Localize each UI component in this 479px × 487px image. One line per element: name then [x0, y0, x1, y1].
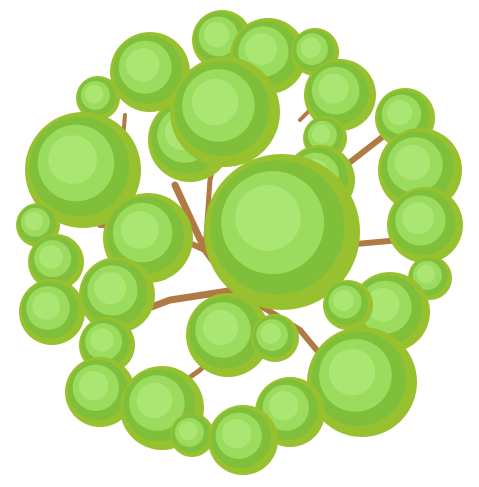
leaf-cluster [25, 112, 141, 228]
leaf-layer [136, 382, 173, 419]
leaf-cluster [387, 187, 463, 263]
leaf-cluster [110, 32, 190, 112]
leaf-cluster [79, 257, 155, 333]
leaf-layer [126, 48, 160, 82]
leaf-cluster [323, 280, 373, 330]
leaf-cluster [304, 59, 376, 131]
leaf-layer [84, 84, 104, 104]
leaf-cluster [251, 314, 299, 362]
leaf-layer [235, 185, 301, 251]
leaf-layer [260, 323, 281, 344]
leaf-cluster [204, 154, 360, 310]
leaf-cluster [76, 76, 120, 120]
leaf-layer [245, 33, 278, 66]
leaf-cluster [307, 327, 417, 437]
leaf-layer [300, 37, 321, 58]
leaf-layer [366, 288, 400, 322]
leaf-cluster [19, 279, 85, 345]
leaf-layer [90, 328, 114, 352]
leaf-layer [79, 371, 109, 401]
leaf-layer [94, 272, 127, 305]
leaf-layer [318, 73, 349, 104]
leaf-layer [394, 144, 431, 181]
leaf-cluster [186, 293, 270, 377]
leaf-layer [204, 21, 230, 48]
leaf-layer [202, 309, 239, 346]
leaf-cluster [28, 234, 84, 290]
leaf-layer [32, 292, 60, 320]
leaf-layer [416, 264, 436, 284]
leaf-layer [24, 211, 44, 231]
leaf-layer [39, 245, 63, 269]
leaf-layer [178, 421, 198, 441]
leaf-cluster [208, 405, 278, 475]
leaf-cluster [170, 57, 280, 167]
leaf-layer [48, 135, 97, 184]
leaf-layer [329, 349, 376, 396]
leaf-layer [192, 79, 239, 126]
leaf-layer [311, 124, 331, 144]
leaf-layer [222, 419, 252, 449]
leaf-cluster [192, 10, 252, 70]
leaf-cluster [65, 357, 135, 427]
leaf-cluster [170, 413, 214, 457]
leaf-layer [120, 211, 159, 249]
leaf-layer [402, 202, 435, 235]
leaf-layer [269, 391, 299, 421]
leaf-layer [333, 290, 354, 311]
leaf-layer [387, 100, 413, 126]
leaf-clusters [16, 10, 463, 475]
